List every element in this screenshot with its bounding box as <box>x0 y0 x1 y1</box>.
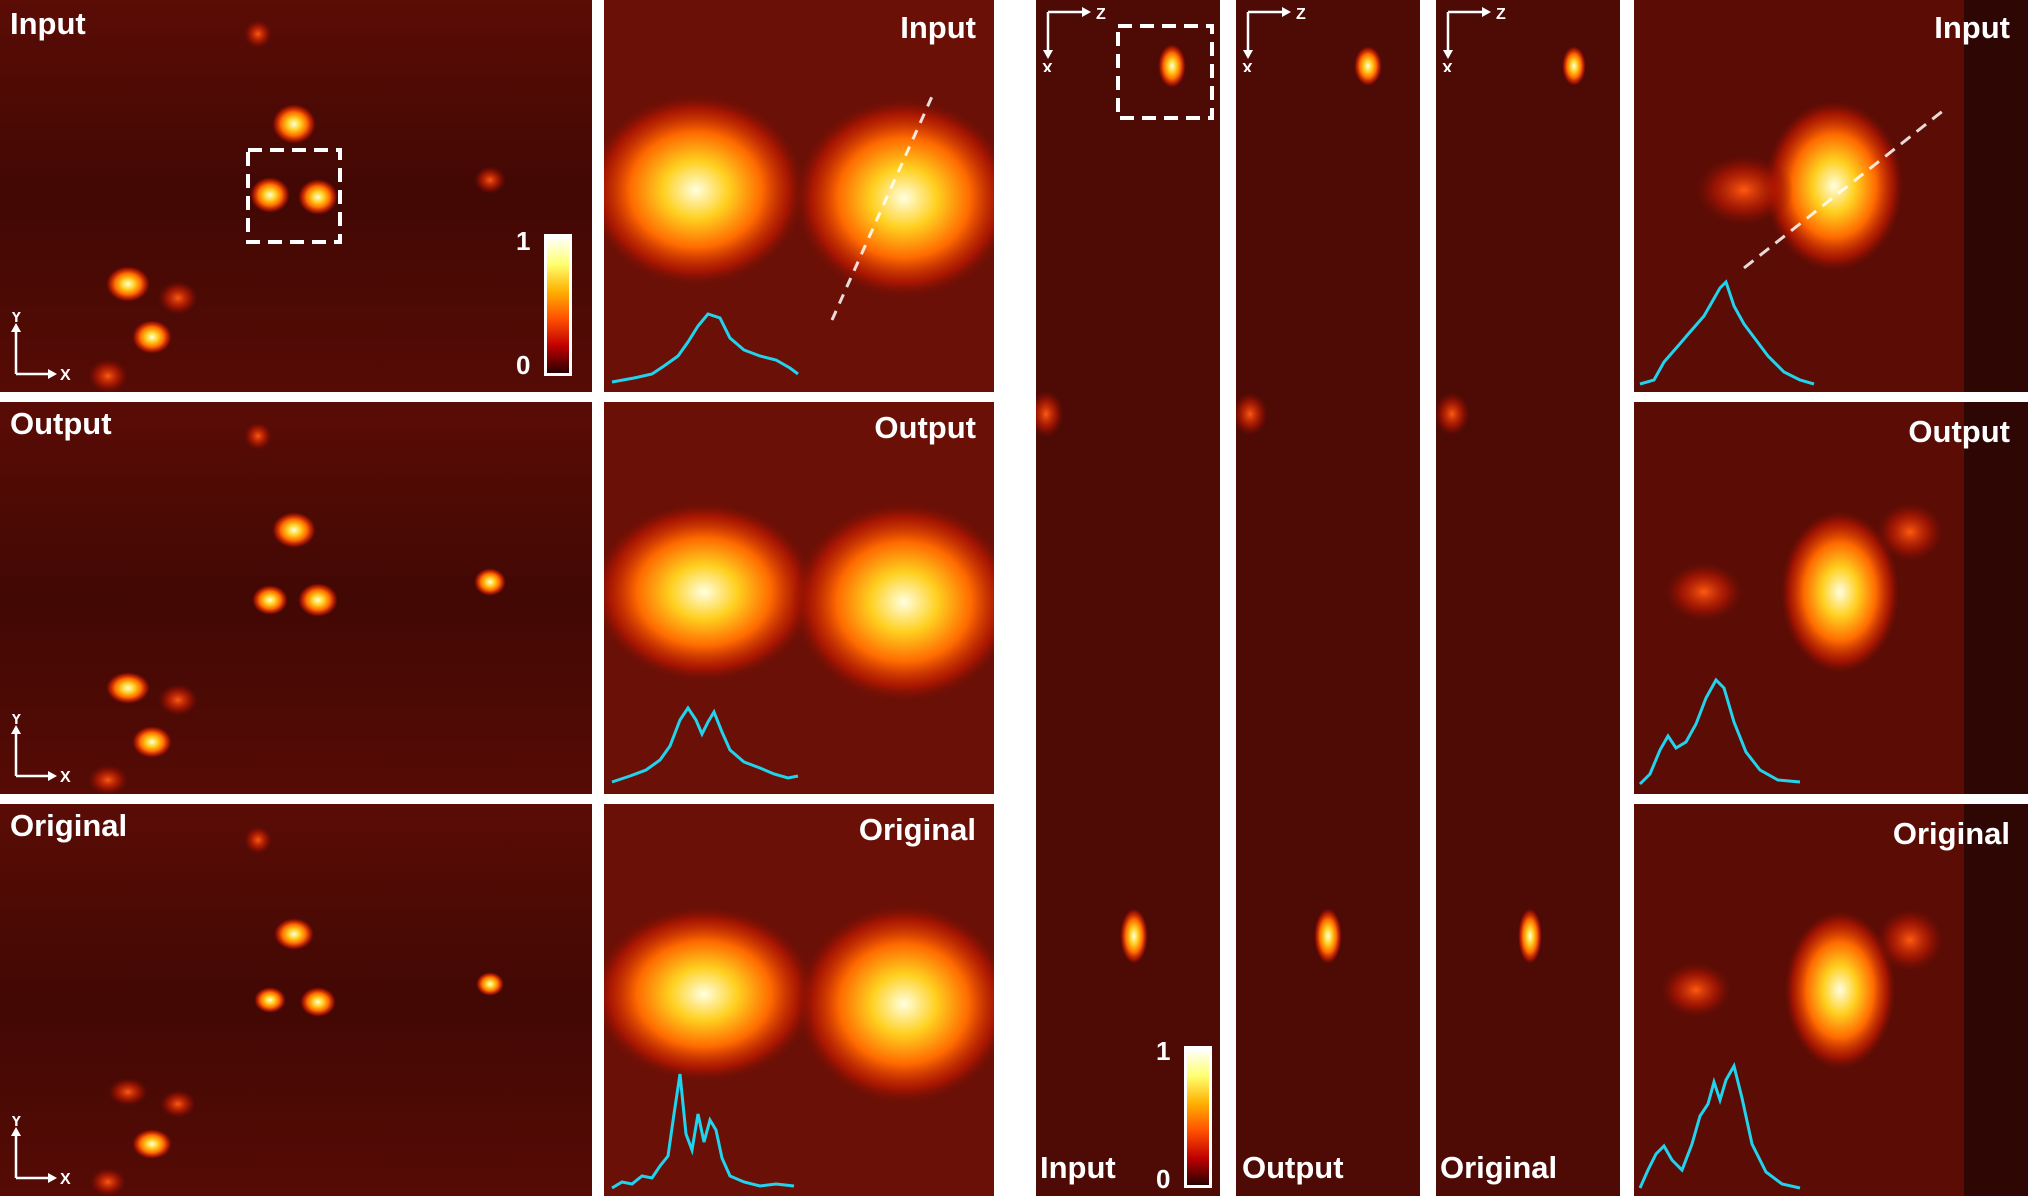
xz-input-image <box>1036 0 1220 1196</box>
svg-text:Z: Z <box>1496 6 1506 23</box>
roi-box <box>246 148 342 244</box>
panel-label: Original <box>1892 816 2010 851</box>
xz-zoom-output-image <box>1634 402 2028 794</box>
colorbar-max-label: 1 <box>516 226 531 256</box>
xy-zoom-original-image <box>604 804 994 1196</box>
colorbar-max-label: 1 <box>1156 1036 1171 1066</box>
colorbar-min-label: 0 <box>516 350 531 380</box>
svg-text:X: X <box>60 1171 71 1186</box>
xy-zoom-output-image <box>604 402 994 794</box>
colorbar-min-label: 0 <box>1156 1164 1171 1194</box>
xy-zoom-input-image <box>604 0 994 392</box>
svg-text:X: X <box>60 367 71 382</box>
panel-label: Input <box>10 6 86 41</box>
panel-label: Output <box>1908 414 2010 449</box>
svg-text:X: X <box>1442 61 1453 72</box>
panel-label: Output <box>10 406 112 441</box>
panel-label: Input <box>1040 1150 1116 1185</box>
svg-text:Y: Y <box>11 714 22 728</box>
xz-zoom-input-image <box>1634 0 2028 392</box>
line-profile <box>1638 677 1801 786</box>
panel-label: Original <box>858 812 976 847</box>
line-profile <box>1639 279 1815 386</box>
panel-label: Original <box>1440 1150 1558 1185</box>
xy-axis-icon: Y X <box>11 312 71 382</box>
svg-text:Y: Y <box>11 312 22 326</box>
panel-label: Output <box>874 410 976 445</box>
xz-original-image <box>1436 0 1620 1196</box>
xz-zoom-original-panel: Original <box>1634 804 2028 1196</box>
xy-output-image <box>0 402 592 794</box>
panel-label: Input <box>1934 10 2010 45</box>
line-profile <box>611 1073 795 1190</box>
xy-zoom-original-panel: Original <box>604 804 994 1196</box>
svg-text:X: X <box>1242 61 1253 72</box>
panel-label: Output <box>1242 1150 1344 1185</box>
xz-axis-icon: Z X <box>1042 6 1106 72</box>
line-profile <box>1638 1062 1801 1190</box>
xy-output-panel: Output Y X <box>0 402 592 794</box>
svg-text:Y: Y <box>11 1116 22 1130</box>
xz-axis-icon: Z X <box>1442 6 1506 72</box>
colorbar <box>1184 1046 1212 1188</box>
xy-zoom-input-panel: Input <box>604 0 994 392</box>
xz-zoom-input-panel: Input <box>1634 0 2028 392</box>
xz-zoom-original-image <box>1634 804 2028 1196</box>
xy-original-image <box>0 804 592 1196</box>
xz-axis-icon: Z X <box>1242 6 1306 72</box>
svg-text:X: X <box>1042 61 1053 72</box>
xy-axis-icon: Y X <box>11 1116 71 1186</box>
xy-input-panel: Input Y X 1 0 <box>0 0 592 392</box>
xy-input-image <box>0 0 592 392</box>
xy-original-panel: Original Y X <box>0 804 592 1196</box>
panel-label: Input <box>900 10 976 45</box>
svg-text:Z: Z <box>1296 6 1306 23</box>
svg-text:X: X <box>60 769 71 784</box>
line-profile <box>611 705 799 784</box>
svg-text:Z: Z <box>1096 6 1106 23</box>
xy-axis-icon: Y X <box>11 714 71 784</box>
panel-label: Original <box>10 808 128 843</box>
xz-input-strip: Z X 1 0 Input <box>1036 0 1220 1196</box>
xy-zoom-output-panel: Output <box>604 402 994 794</box>
xz-output-strip: Z X Output <box>1236 0 1420 1196</box>
line-profile <box>611 312 799 384</box>
roi-box <box>1116 24 1214 120</box>
colorbar <box>544 234 572 376</box>
xz-original-strip: Z X Original <box>1436 0 1620 1196</box>
xz-output-image <box>1236 0 1420 1196</box>
xz-zoom-output-panel: Output <box>1634 402 2028 794</box>
